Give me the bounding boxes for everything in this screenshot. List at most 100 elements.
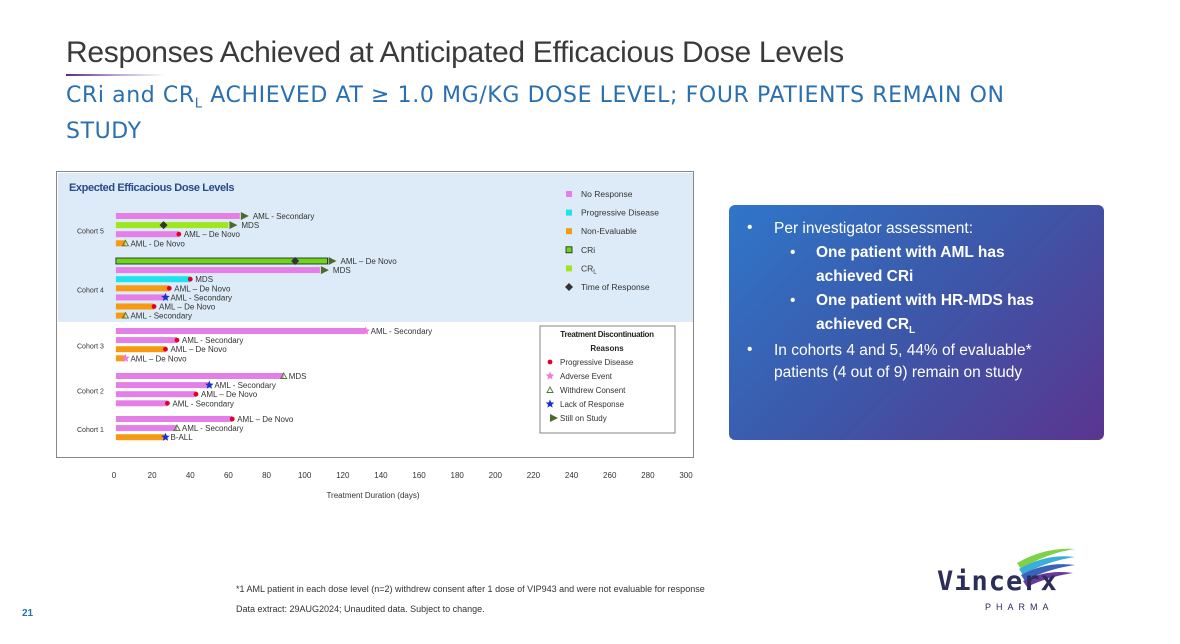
bullet-2-line-1: In cohorts 4 and 5, 44% of evaluable* [774,342,1032,359]
bar-label: AML - Secondary [214,381,276,390]
legend-swatch [566,209,572,216]
subbullet-1-line-2: achieved CRi [816,268,914,285]
time-of-response-marker [291,257,300,265]
legend-swatch [565,246,573,254]
findings-callout: Per investigator assessment: One patient… [729,205,1104,440]
slide-title: Responses Achieved at Anticipated Effica… [66,36,844,69]
bar-label: AML - Secondary [371,327,433,336]
still-on-study-marker [229,221,238,230]
subbullet-2-line-2: achieved CR [816,316,910,333]
legend-swatch [566,228,572,235]
discontinuation-legend-title: Reasons [590,344,624,353]
callout-bullet-1: Per investigator assessment: [774,220,974,237]
bar-label: AML – De Novo [159,303,216,312]
adverse-event-marker [121,353,130,362]
withdrew-consent-marker [121,311,130,319]
patient-bar [115,222,229,229]
withdrew-consent-marker [546,386,554,393]
discontinuation-legend-label: Withdrew Consent [560,386,626,395]
x-tick-label: 20 [148,471,157,480]
bar-label: AML – De Novo [201,390,258,399]
bar-label: AML - Secondary [172,399,234,408]
bar-label: AML - Secondary [170,293,232,302]
patient-bar [115,285,170,292]
discontinuation-legend-box [539,325,676,434]
x-tick-label: 60 [224,471,233,480]
progressive-disease-marker [151,304,157,309]
still-on-study-marker [240,212,249,220]
footnote-data-extract: Data extract: 29AUG2024; Unaudited data.… [236,604,485,614]
x-tick-label: 280 [641,471,655,480]
legend-label: CRi [581,245,595,255]
cohort-label: Cohort 2 [77,389,104,396]
bar-label: MDS [195,275,213,284]
patient-bar [115,391,196,398]
callout-bullet-2: In cohorts 4 and 5, 44% of evaluable* pat… [774,340,1032,384]
cohort-label: Cohort 1 [77,427,104,434]
x-tick-label: 80 [262,471,271,480]
patient-bar [115,231,179,238]
logo-subtext: PHARMA [985,602,1054,612]
adverse-event-marker [361,326,370,335]
slide-subtitle: CRi and CRL ACHIEVED AT ≥ 1.0 MG/KG DOSE… [66,82,1026,146]
bar-label: AML - Secondary [130,312,192,321]
patient-bar [115,346,166,353]
bar-label: AML – De Novo [130,354,187,363]
swimmer-chart: Expected Efficacious Dose Levels Cohort 5… [56,171,694,500]
bar-label: AML - Secondary [253,212,315,221]
bullet-2-line-2: patients (4 out of 9) remain on study [774,364,1023,381]
progressive-disease-marker [163,346,168,352]
subtitle-subscript: L [194,96,203,112]
patient-bar [115,294,166,301]
patient-bar [115,328,366,334]
x-tick-label: 40 [186,471,195,480]
progressive-disease-marker [176,231,182,237]
patient-bar [115,434,166,441]
progressive-disease-marker [187,276,193,282]
bar-label: AML – De Novo [174,284,231,293]
discontinuation-legend-label: Lack of Response [560,400,625,409]
progressive-disease-marker [193,391,199,397]
bar-label: AML – De Novo [184,230,241,239]
cohort-label: Cohort 4 [77,287,104,294]
lack-of-response-marker [161,432,170,441]
patient-bar [115,337,177,344]
x-tick-label: 100 [298,471,312,480]
logo-wordmark: Vincerx [937,566,1058,597]
cohort-label: Cohort 3 [77,344,104,351]
patient-bar [115,312,126,319]
cohort-label: Cohort 5 [77,229,104,236]
progressive-disease-marker [229,416,235,422]
progressive-disease-marker [174,337,180,343]
subtitle-part-1: CRi and CR [66,83,195,108]
x-tick-label: 140 [374,471,388,480]
patient-bar [115,416,233,422]
bar-label: AML - Secondary [182,424,244,433]
subtitle-part-2: ACHIEVED AT ≥ 1.0 MG/KG DOSE LEVEL; FOUR… [66,83,1005,145]
x-axis-label: Treatment Duration (days) [326,491,419,500]
callout-subbullet-1: One patient with AML has achieved CRi [790,241,1005,289]
patient-bar [115,276,191,283]
patient-bar [115,400,168,407]
bar-label: AML – De Novo [341,257,398,266]
x-tick-label: 180 [451,471,465,480]
patient-bar [115,267,320,274]
patient-bar [115,373,284,379]
progressive-disease-marker [166,285,172,291]
withdrew-consent-marker [173,424,181,432]
region-label: Expected Efficacious Dose Levels [69,182,234,194]
patient-bar [115,257,328,265]
discontinuation-legend-label: Still on Study [560,414,607,423]
bar-label: MDS [333,266,351,275]
legend-swatch [565,283,573,291]
patient-bar [115,303,155,310]
legend-label: Progressive Disease [581,208,659,218]
patient-bar [115,382,210,389]
lack-of-response-marker [161,292,170,301]
x-tick-label: 220 [527,471,541,480]
legend-swatch [566,191,572,197]
withdrew-consent-marker [121,239,130,247]
discontinuation-legend-label: Adverse Event [560,372,613,381]
patient-bar [115,355,126,362]
